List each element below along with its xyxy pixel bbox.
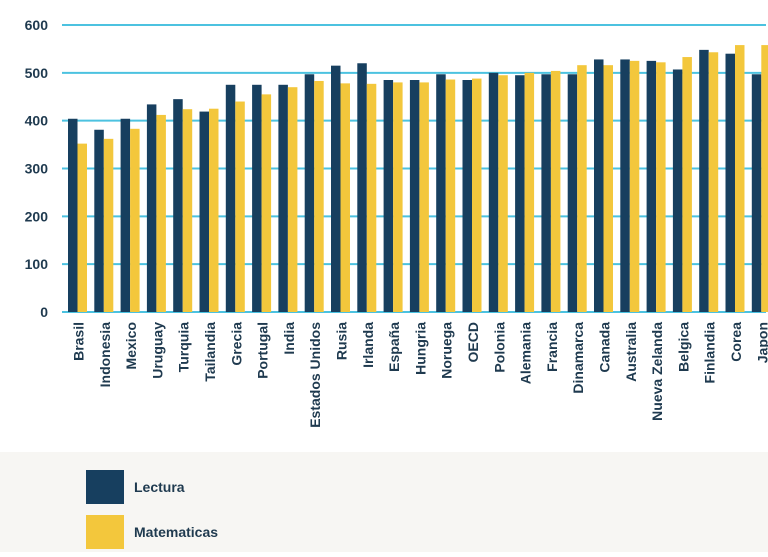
bar-matematicas <box>104 139 114 312</box>
x-tick-label: Brasil <box>71 322 87 361</box>
x-axis-categories: Brasil Indonesia Mexico Uruguay Turquia Taila… <box>71 322 768 428</box>
bar-lectura <box>147 104 157 312</box>
x-tick-label: India <box>281 322 297 355</box>
bar-lectura <box>463 80 473 312</box>
bar-lectura <box>699 50 709 312</box>
bar-lectura <box>121 119 131 312</box>
x-tick-label: Polonia <box>491 322 507 373</box>
bar-matematicas <box>130 129 140 312</box>
bar-matematicas <box>525 73 535 312</box>
x-tick-label: España <box>386 322 402 372</box>
bar-lectura <box>410 80 420 312</box>
y-tick-label: 300 <box>25 161 49 177</box>
bar-matematicas <box>78 144 88 312</box>
x-tick-label: Indonesia <box>97 322 113 388</box>
bar-lectura <box>384 80 394 312</box>
bar-lectura <box>331 66 341 312</box>
bar-matematicas <box>288 87 298 312</box>
bar-lectura <box>673 69 683 312</box>
bar-matematicas <box>367 84 377 312</box>
bar-matematicas <box>341 83 351 312</box>
x-tick-label: Dinamarca <box>570 322 586 394</box>
bar-lectura <box>620 59 630 312</box>
x-tick-label: Estados Unidos <box>307 322 323 428</box>
x-tick-label: Nueva Zelanda <box>649 322 665 421</box>
y-tick-label: 500 <box>25 65 49 81</box>
x-tick-label: Turquia <box>176 322 192 373</box>
x-tick-label: Grecia <box>228 322 244 366</box>
bar-matematicas <box>551 71 561 312</box>
bar-matematicas <box>735 45 745 312</box>
bar-lectura <box>200 112 210 312</box>
bar-matematicas <box>262 94 272 312</box>
x-tick-label: Corea <box>728 322 744 362</box>
y-tick-label: 0 <box>40 304 48 320</box>
bar-lectura <box>173 99 183 312</box>
bar-matematicas <box>761 45 768 312</box>
bar-lectura <box>726 54 736 312</box>
bar-lectura <box>594 59 604 312</box>
legend-label-matematicas: Matematicas <box>134 524 218 540</box>
bar-lectura <box>94 130 104 312</box>
x-tick-label: Japon <box>754 322 768 363</box>
bar-matematicas <box>419 82 429 312</box>
bar-lectura <box>357 63 367 312</box>
bar-matematicas <box>393 82 403 312</box>
y-tick-label: 400 <box>25 113 49 129</box>
x-tick-label: Noruega <box>439 322 455 379</box>
bar-matematicas <box>446 80 456 312</box>
legend-swatch-matematicas <box>86 515 124 549</box>
bar-lectura <box>68 119 78 312</box>
bar-matematicas <box>209 109 219 312</box>
x-tick-label: Portugal <box>255 322 271 379</box>
x-tick-label: Rusia <box>334 322 350 360</box>
x-tick-label: Tailandia <box>202 322 218 382</box>
bar-matematicas <box>498 75 508 312</box>
bar-lectura <box>647 61 657 312</box>
x-tick-label: OECD <box>465 322 481 362</box>
y-tick-label: 100 <box>25 256 49 272</box>
bar-matematicas <box>604 65 614 312</box>
bar-matematicas <box>156 115 166 312</box>
bars <box>68 40 768 312</box>
bar-lectura <box>436 74 446 312</box>
bar-matematicas <box>630 61 640 312</box>
bar-matematicas <box>656 62 666 312</box>
x-tick-label: Irlanda <box>360 322 376 368</box>
y-tick-label: 600 <box>25 17 49 33</box>
bar-lectura <box>568 74 578 312</box>
bar-matematicas <box>577 65 587 312</box>
bar-lectura <box>515 75 525 312</box>
bar-matematicas <box>682 57 692 312</box>
legend-label-lectura: Lectura <box>134 479 185 495</box>
bar-lectura <box>226 85 236 312</box>
x-tick-label: Francia <box>544 322 560 372</box>
x-tick-label: Mexico <box>123 322 139 369</box>
x-tick-label: Hungria <box>412 322 428 375</box>
bar-lectura <box>278 85 288 312</box>
bar-matematicas <box>709 52 719 312</box>
bar-lectura <box>252 85 262 312</box>
bar-lectura <box>752 74 762 312</box>
x-tick-label: Finlandia <box>702 322 718 384</box>
bar-matematicas <box>314 81 324 312</box>
x-tick-label: Belgica <box>675 322 691 372</box>
bar-matematicas <box>183 109 193 312</box>
bar-lectura <box>489 73 499 312</box>
y-tick-label: 200 <box>25 208 49 224</box>
x-tick-label: Canada <box>597 322 613 373</box>
bar-matematicas <box>235 102 245 312</box>
x-tick-label: Alemania <box>518 322 534 384</box>
bar-matematicas <box>472 79 482 312</box>
x-tick-label: Australia <box>623 322 639 382</box>
x-tick-label: Uruguay <box>149 322 165 379</box>
legend-swatch-lectura <box>86 470 124 504</box>
bar-lectura <box>541 74 551 312</box>
bar-lectura <box>305 74 315 312</box>
y-axis-ticks: 0 100 200 300 400 500 600 <box>25 17 49 320</box>
